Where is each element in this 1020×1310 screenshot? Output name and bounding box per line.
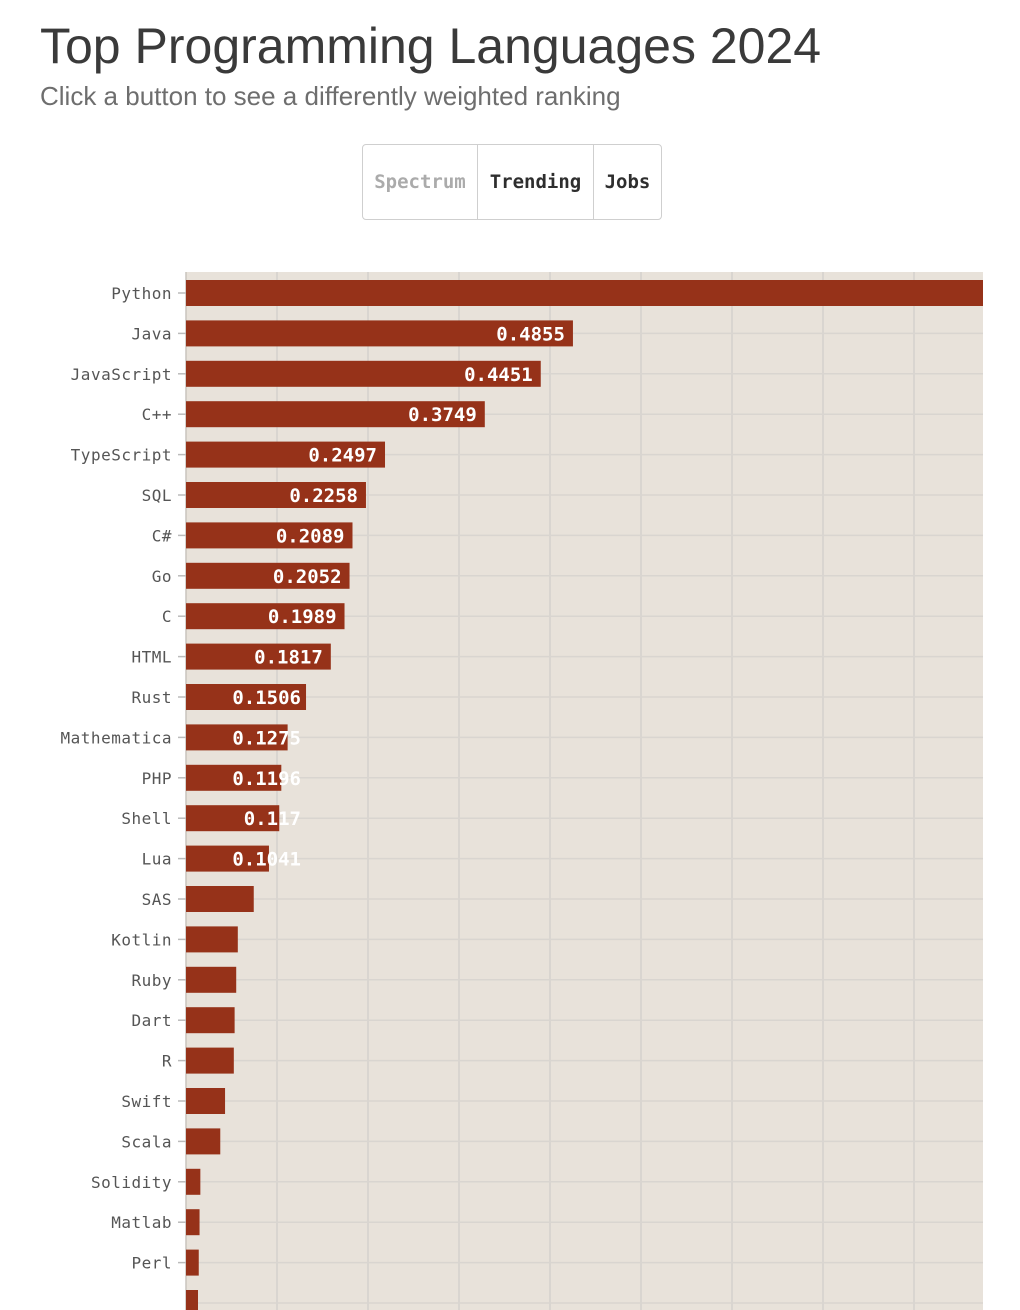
category-label: C bbox=[162, 607, 172, 626]
category-label: Ruby bbox=[131, 971, 172, 990]
category-label: Lua bbox=[142, 850, 172, 869]
bar bbox=[186, 805, 280, 832]
category-label: Scala bbox=[121, 1132, 172, 1151]
bar bbox=[186, 845, 269, 872]
value-label: 0.1506 bbox=[232, 687, 301, 709]
bar bbox=[186, 482, 366, 508]
jobs-button[interactable]: Jobs bbox=[604, 171, 651, 193]
bar bbox=[186, 724, 288, 751]
bar bbox=[186, 966, 237, 993]
category-label: JavaScript bbox=[71, 365, 172, 384]
bar bbox=[186, 1168, 201, 1195]
bar bbox=[186, 1209, 200, 1236]
value-label: 0.4451 bbox=[464, 364, 533, 386]
bar bbox=[186, 926, 238, 953]
category-label: Kotlin bbox=[111, 930, 172, 949]
value-label: 0.1275 bbox=[232, 727, 301, 749]
bar bbox=[186, 280, 983, 306]
page-subtitle: Click a button to see a differently weig… bbox=[40, 81, 621, 111]
category-label: Mathematica bbox=[61, 728, 172, 747]
plot-background bbox=[186, 272, 983, 1310]
category-label: Python bbox=[111, 284, 172, 303]
category-label: Solidity bbox=[91, 1173, 172, 1192]
bar bbox=[186, 1088, 226, 1114]
bar bbox=[186, 562, 350, 589]
bar bbox=[186, 522, 353, 549]
bar bbox=[186, 1047, 234, 1074]
value-label: 0.3749 bbox=[408, 404, 477, 426]
bar bbox=[186, 1007, 235, 1034]
category-label: Java bbox=[131, 324, 172, 343]
category-label: Shell bbox=[121, 809, 172, 828]
value-label: 0.2089 bbox=[276, 525, 345, 547]
page-title: Top Programming Languages 2024 bbox=[40, 18, 822, 74]
bar bbox=[186, 1249, 199, 1276]
category-label: SQL bbox=[142, 486, 172, 505]
value-label: 0.1817 bbox=[254, 647, 323, 669]
bar bbox=[186, 360, 541, 387]
category-label: PHP bbox=[142, 769, 172, 788]
value-label: 0.1989 bbox=[268, 606, 337, 628]
value-label: 0.2052 bbox=[273, 566, 342, 588]
bar bbox=[186, 643, 331, 670]
bar bbox=[186, 764, 282, 791]
value-label: 0.4855 bbox=[496, 323, 565, 345]
category-label: Rust bbox=[131, 688, 172, 707]
category-label: Matlab bbox=[111, 1213, 172, 1232]
category-label: SAS bbox=[142, 890, 172, 909]
category-label: C++ bbox=[142, 405, 172, 424]
category-label: Go bbox=[152, 567, 172, 586]
category-label: TypeScript bbox=[71, 446, 172, 465]
bar bbox=[186, 401, 485, 428]
bar bbox=[186, 684, 307, 710]
bar bbox=[186, 603, 345, 630]
category-label: R bbox=[162, 1052, 172, 1071]
bar-partial bbox=[186, 1290, 198, 1310]
category-label: Dart bbox=[131, 1011, 172, 1030]
ranking-button-group: Spectrum Trending Jobs bbox=[362, 144, 662, 220]
bar bbox=[186, 320, 573, 347]
category-label: C# bbox=[152, 526, 172, 545]
bar bbox=[186, 886, 254, 912]
category-label: Perl bbox=[131, 1254, 172, 1273]
trending-button[interactable]: Trending bbox=[478, 145, 594, 219]
bar bbox=[186, 1128, 221, 1155]
value-label: 0.2497 bbox=[308, 445, 377, 467]
bar bbox=[186, 441, 386, 468]
category-label: HTML bbox=[131, 648, 172, 667]
value-label: 0.1196 bbox=[232, 768, 301, 790]
value-label: 0.1041 bbox=[232, 849, 301, 871]
value-label: 0.2258 bbox=[289, 485, 358, 507]
value-label: 0.117 bbox=[244, 808, 301, 830]
category-label: Swift bbox=[121, 1092, 172, 1111]
spectrum-button[interactable]: Spectrum bbox=[363, 145, 478, 219]
